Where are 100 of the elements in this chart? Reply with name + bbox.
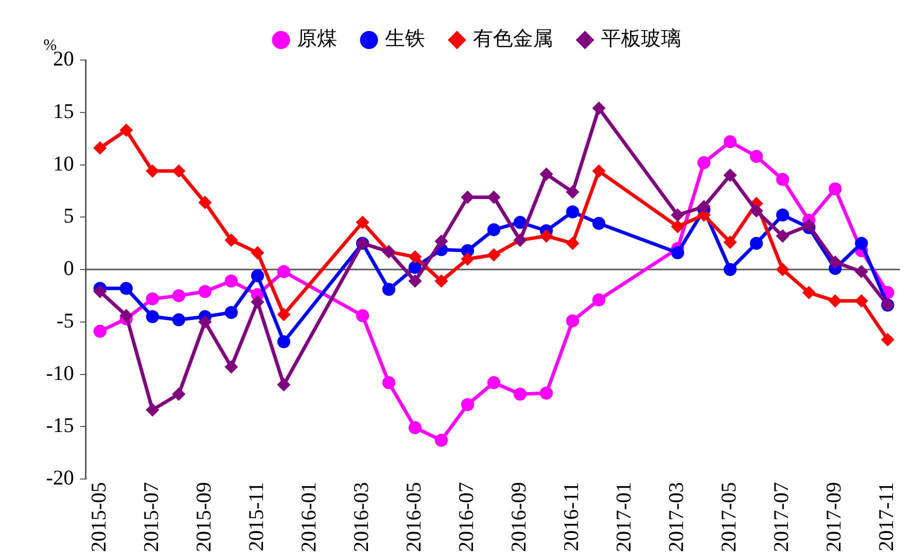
point [120,282,133,295]
y-tick-label: -10 [46,360,74,385]
point [277,308,290,322]
point [514,216,527,229]
point [382,376,396,390]
point [854,236,868,250]
point [146,403,160,416]
point [724,236,737,249]
point [434,274,448,288]
x-tick-label: 2017-09 [822,482,846,552]
point [146,164,160,178]
point [854,294,868,308]
point [671,208,684,222]
legend-label: 生铁 [385,26,425,50]
point [487,248,500,262]
point [251,295,264,308]
point [697,156,710,170]
x-tick-label: 2016-11 [559,482,584,552]
point [592,293,606,306]
point [566,205,580,218]
point [198,285,212,298]
point [251,269,264,282]
point [487,190,500,204]
point [408,250,422,264]
legend-label: 有色金属 [473,26,553,50]
x-tick-label: 2017-07 [769,482,794,552]
point [356,216,370,229]
point [776,229,790,242]
x-tick-label: 2015-05 [86,482,111,552]
point [461,190,474,204]
point [540,168,553,181]
point [93,141,106,154]
y-tick-label: -15 [46,413,74,438]
point [382,282,396,296]
point [802,286,816,300]
point [566,314,580,328]
y-tick-label: 0 [63,256,74,280]
point [540,229,553,242]
point [172,289,186,302]
point [146,292,160,306]
point [434,234,448,248]
point [224,234,238,247]
x-tick-label: 2015-07 [139,482,164,552]
point [408,260,422,274]
point [146,310,160,324]
x-tick-label: 2017-05 [716,482,741,552]
point [592,164,606,178]
x-tick-label: 2015-11 [244,482,268,552]
point [854,265,868,278]
point [671,246,684,260]
x-tick-label: 2016-01 [296,482,321,552]
point [750,204,763,218]
point [828,182,842,196]
point [408,421,422,434]
x-tick-label: 2017-11 [874,482,898,552]
point [356,309,370,322]
point [487,223,500,236]
point [461,398,474,412]
point [750,150,763,163]
y-tick-label: 15 [52,98,74,123]
legend-label: 平板玻璃 [601,26,681,50]
point [224,274,238,288]
point [724,263,737,276]
y-tick-label: 10 [52,151,74,176]
point [120,309,133,322]
point [750,236,763,250]
point [592,102,606,115]
point [198,196,212,209]
x-tick-label: 2016-05 [402,482,426,552]
point [671,220,684,234]
point [434,434,448,447]
point [93,324,106,338]
x-tick-label: 2016-03 [349,482,374,552]
x-tick-label: 2015-09 [192,482,216,552]
x-tick-label: 2017-01 [612,482,636,552]
point [224,306,238,319]
point [514,388,527,401]
point [172,388,186,401]
point [776,172,790,186]
point [724,135,737,148]
point [198,315,212,328]
point [487,376,500,390]
x-tick-label: 2016-09 [506,482,531,552]
point [540,386,553,400]
point [172,164,186,178]
point [172,313,186,326]
point [881,333,894,346]
point [828,256,842,269]
y-tick-label: -20 [46,466,74,490]
point [697,200,710,214]
point [776,208,790,222]
y-tick-label: -5 [56,308,74,332]
point [724,168,737,182]
point [224,360,238,374]
x-tick-label: 2017-03 [664,482,688,552]
point [93,285,106,298]
y-tick-label: 5 [63,204,74,228]
point [776,263,790,276]
point [592,216,606,230]
point [277,335,290,348]
